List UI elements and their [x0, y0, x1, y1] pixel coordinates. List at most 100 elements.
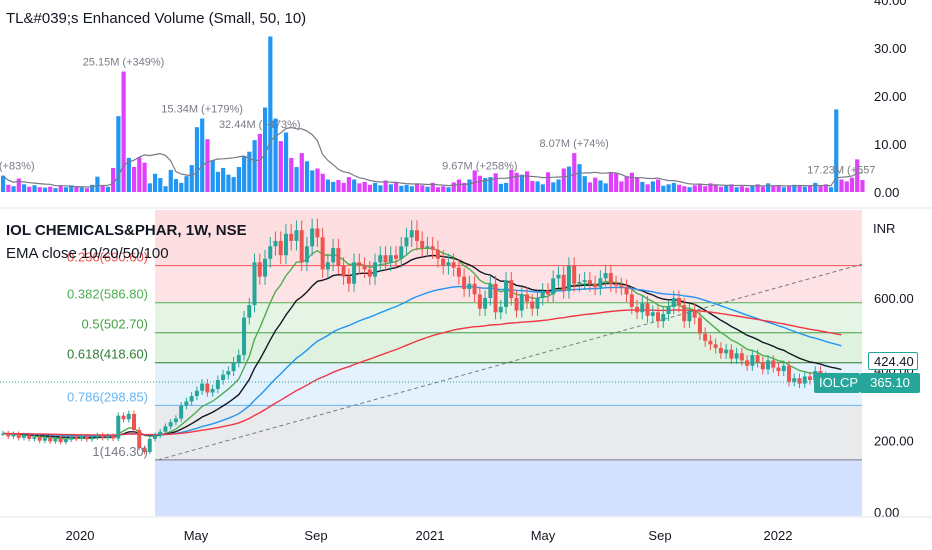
candle-body	[425, 246, 430, 249]
candle-body	[802, 376, 807, 384]
volume-bar	[614, 173, 619, 192]
candle-body	[582, 280, 587, 282]
volume-bar	[268, 36, 273, 193]
candle-body	[74, 437, 79, 439]
volume-bar	[147, 183, 152, 192]
candle-body	[708, 340, 713, 345]
candle-body	[462, 276, 467, 290]
volume-bar	[435, 187, 441, 192]
volume-bar	[27, 186, 32, 192]
volume-bar	[771, 185, 776, 192]
time-axis: 2020 May Sep 2021 May Sep 2022	[66, 528, 793, 543]
candle-body	[263, 258, 267, 277]
time-tick-label: 2020	[66, 528, 95, 543]
candle-body	[210, 388, 215, 393]
candle-body	[63, 439, 68, 443]
candle-body	[147, 438, 152, 453]
volume-bar	[488, 177, 493, 192]
volume-bar	[755, 184, 760, 192]
candle-body	[781, 365, 786, 372]
volume-bar	[325, 179, 331, 192]
candle-body	[561, 274, 566, 291]
volume-bar	[839, 179, 844, 192]
candle-body	[409, 230, 414, 238]
candle-body	[11, 434, 16, 437]
candle-body	[69, 437, 74, 440]
candle-body	[179, 405, 184, 419]
candle-body	[504, 280, 509, 307]
candle-body	[252, 262, 257, 306]
candle-body	[514, 298, 519, 311]
candle-body	[430, 246, 435, 250]
candle-body	[299, 230, 304, 263]
candle-body	[1, 433, 5, 435]
candle-body	[184, 401, 189, 406]
candle-body	[236, 355, 241, 363]
candle-body	[373, 262, 378, 277]
candle-body	[493, 283, 498, 313]
candle-body	[378, 255, 383, 263]
candle-body	[247, 305, 252, 318]
volume-bar	[63, 187, 69, 192]
candle-body	[346, 276, 351, 284]
candle-body	[519, 294, 524, 311]
volume-bar	[608, 172, 614, 192]
time-tick-label: May	[531, 528, 556, 543]
volume-bar	[48, 186, 53, 192]
volume-bar	[514, 172, 519, 192]
volume-bar	[493, 173, 498, 192]
volume-bar	[718, 186, 724, 192]
candle-body	[451, 262, 456, 268]
volume-bar	[409, 186, 414, 192]
volume-bar	[577, 164, 582, 192]
volume-bar	[58, 185, 63, 192]
volume-bar	[462, 182, 467, 192]
candle-body	[168, 422, 173, 427]
candle-body	[745, 360, 750, 366]
volume-bar	[21, 184, 27, 192]
volume-bar	[504, 182, 509, 192]
volume-bar	[373, 182, 378, 192]
candle-body	[472, 283, 477, 295]
candle-body	[84, 436, 89, 440]
volume-bar	[713, 184, 718, 192]
candle-body	[682, 305, 687, 322]
volume-bar	[74, 186, 79, 192]
volume-bar	[37, 187, 42, 192]
candle-body	[577, 281, 582, 284]
volume-bar	[509, 169, 514, 192]
candle-body	[477, 294, 482, 309]
candle-body	[331, 248, 336, 263]
candle-body	[173, 418, 178, 423]
volume-bar	[69, 185, 74, 192]
volume-tick-label: 10.00	[874, 137, 907, 152]
volume-bar	[383, 180, 388, 192]
symbol-title[interactable]: IOL CHEMICALS&PHAR, 1W, NSE	[6, 222, 247, 239]
candle-body	[540, 290, 545, 298]
volume-tick-label: 40.00	[874, 0, 907, 8]
candle-body	[158, 431, 163, 436]
candle-body	[750, 355, 755, 366]
candle-body	[388, 255, 393, 263]
candle-body	[95, 435, 100, 438]
volume-bar	[556, 179, 561, 192]
volume-annotation: .38M (+83%)	[0, 161, 35, 173]
candle-body	[221, 374, 226, 381]
candle-body	[734, 353, 739, 359]
volume-bar	[184, 176, 189, 192]
volume-bar	[451, 182, 456, 192]
volume-bar	[367, 184, 372, 192]
candle-body	[289, 233, 294, 241]
volume-bar	[467, 179, 472, 192]
volume-bar	[16, 178, 21, 192]
ema-indicator-title[interactable]: EMA close 10/20/50/100	[6, 245, 169, 262]
candle-body	[21, 435, 26, 438]
volume-bar	[545, 172, 551, 192]
volume-bar	[126, 157, 131, 192]
volume-bar	[132, 167, 137, 192]
candle-body	[535, 298, 540, 309]
volume-bar	[645, 184, 650, 192]
candle-body	[27, 435, 32, 439]
volume-indicator-title[interactable]: TL&#039;s Enhanced Volume (Small, 50, 10…	[6, 10, 307, 27]
